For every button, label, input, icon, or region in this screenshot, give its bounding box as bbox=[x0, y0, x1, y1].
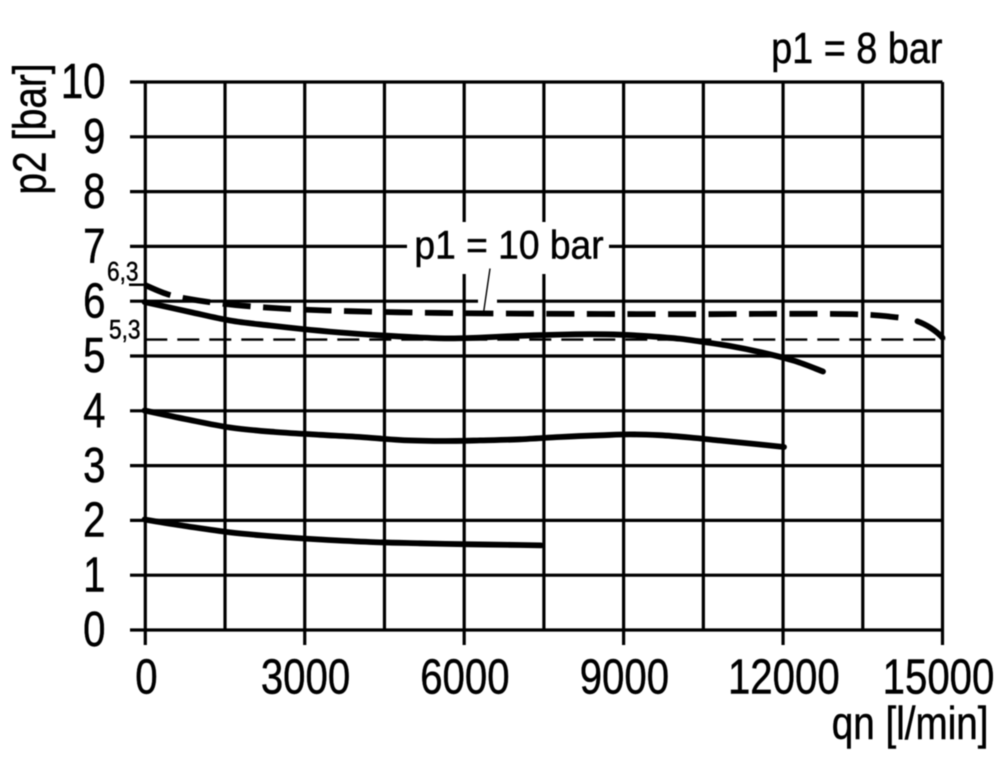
svg-text:6: 6 bbox=[83, 274, 105, 329]
svg-text:2: 2 bbox=[83, 493, 105, 548]
svg-text:3000: 3000 bbox=[261, 650, 350, 705]
svg-text:15000: 15000 bbox=[883, 650, 995, 705]
svg-text:5,3: 5,3 bbox=[109, 315, 141, 345]
svg-text:0: 0 bbox=[135, 650, 157, 705]
svg-text:9000: 9000 bbox=[580, 650, 669, 705]
svg-text:8: 8 bbox=[83, 164, 105, 219]
svg-text:4: 4 bbox=[83, 383, 105, 438]
svg-text:p1 = 8 bar: p1 = 8 bar bbox=[771, 23, 942, 72]
svg-text:6000: 6000 bbox=[420, 650, 509, 705]
svg-text:1: 1 bbox=[83, 548, 105, 603]
svg-text:12000: 12000 bbox=[728, 650, 840, 705]
svg-text:5: 5 bbox=[83, 328, 105, 383]
svg-text:9: 9 bbox=[83, 109, 105, 164]
svg-text:0: 0 bbox=[83, 602, 105, 657]
svg-text:p1 = 10 bar: p1 = 10 bar bbox=[414, 223, 603, 268]
svg-text:p2 [bar]: p2 [bar] bbox=[4, 63, 55, 194]
svg-text:3: 3 bbox=[83, 438, 105, 493]
svg-text:6,3: 6,3 bbox=[107, 257, 139, 287]
svg-text:7: 7 bbox=[83, 219, 105, 274]
svg-text:qn [l/min]: qn [l/min] bbox=[832, 698, 989, 749]
svg-text:10: 10 bbox=[61, 54, 106, 109]
